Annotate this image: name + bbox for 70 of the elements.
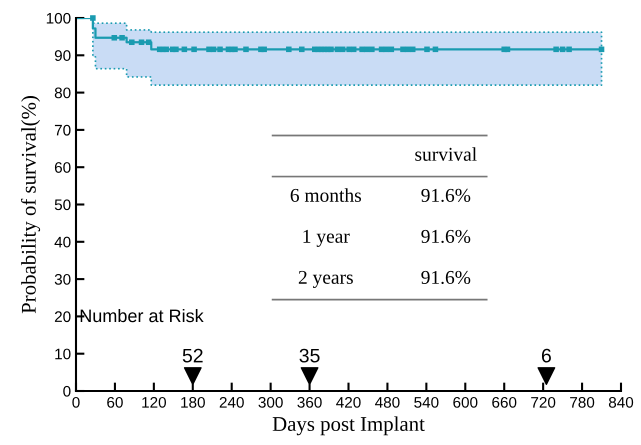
y-tick-label: 20 [54,311,71,322]
point [182,46,188,52]
x-tick-label: 540 [414,396,439,408]
x-tick-label: 180 [181,396,205,408]
y-tick-label: 50 [54,199,71,210]
point [388,46,394,52]
x-tick-label: 420 [336,396,361,408]
y-tick-label: 100 [46,12,71,24]
y-tick-label: 80 [54,87,71,98]
y-tick-label: 60 [54,162,71,173]
point [217,46,223,52]
point [286,46,292,52]
x-tick-label: 300 [258,396,283,408]
point [232,46,238,52]
annotation: 52 [182,348,203,363]
point [299,46,305,52]
x-tick-label: 60 [107,396,123,408]
point [334,46,340,52]
x-tick-label: 780 [570,396,594,408]
y-tick-label: 10 [55,348,71,360]
point [504,46,510,52]
x-tick-label: 0 [72,396,80,408]
point [173,46,179,52]
x-tick-label: 840 [608,396,634,408]
point [163,46,169,52]
point [243,46,249,52]
point [210,46,216,52]
point [424,46,430,52]
point [112,34,118,41]
x-tick-label: 660 [492,396,516,408]
annotation: 2 years [298,270,353,288]
annotation: 91.6% [421,188,470,202]
annotation: 6 [542,348,551,363]
point [261,46,267,52]
point [369,46,375,52]
y-tick-label: 40 [54,236,71,248]
point [119,34,125,41]
x-tick-label: 480 [375,396,400,408]
y-tick-label: 70 [54,124,71,136]
point [350,46,356,52]
x-tick-label: 600 [453,396,478,408]
point [432,46,438,52]
x-axis-title: Days post Implant [272,416,425,436]
point [328,46,334,52]
point [410,46,416,52]
y-tick-label: 0 [63,386,71,397]
annotation: 91.6% [421,230,470,244]
x-tick-label: 120 [142,396,166,408]
x-tick-label: 720 [531,396,556,408]
annotation: Number at Risk [80,308,204,322]
point [129,39,135,46]
point [146,39,152,46]
y-tick-label: 90 [54,50,71,61]
y-tick-label: 30 [54,274,71,285]
annotation: 1 year [303,230,350,247]
annotation: survival [415,147,477,161]
point [90,15,96,21]
point [553,46,559,52]
annotation: 91.6% [421,270,470,284]
y-axis-title: Probability of survival(%) [20,96,40,314]
annotation: 35 [300,348,320,363]
point [191,46,197,52]
point [598,46,604,52]
point [566,46,572,52]
point [340,46,346,52]
annotation: 6 months [290,188,362,202]
x-tick-label: 360 [297,396,322,408]
point [560,46,566,52]
x-tick-label: 240 [220,396,244,408]
point [138,39,144,46]
